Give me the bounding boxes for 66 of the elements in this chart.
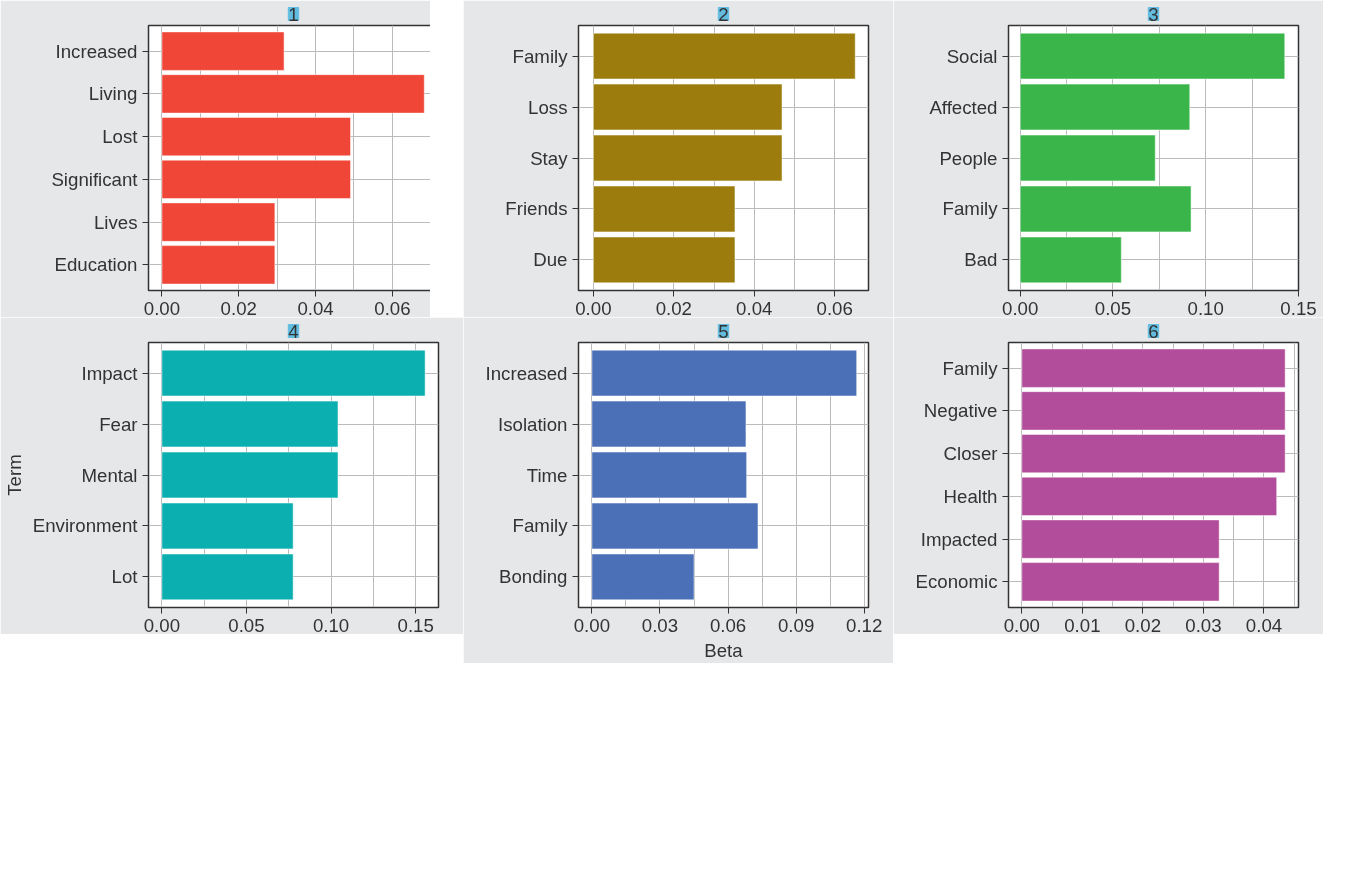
x-tick-label: 0.01 — [1064, 614, 1101, 636]
y-tick-label: Education — [54, 254, 138, 276]
y-tick-label: Stay — [530, 147, 569, 169]
x-tick-label: 0.04 — [1245, 614, 1283, 636]
y-tick-label: Increased — [55, 40, 138, 62]
y-tick-label: Environment — [32, 515, 139, 537]
y-tick-label: Bad — [964, 249, 998, 271]
y-tick-label: Family — [942, 198, 999, 220]
chart-title: 5 — [718, 320, 729, 342]
x-tick-label: 0.03 — [1185, 614, 1222, 636]
x-tick-label: 0.15 — [397, 614, 434, 636]
y-tick-label: Affected — [929, 96, 998, 118]
y-tick-label: Social — [946, 45, 998, 67]
x-tick-label: 0.03 — [641, 614, 679, 636]
x-tick-label: 0.00 — [1002, 297, 1039, 319]
chart-title: 2 — [718, 3, 729, 25]
x-tick-label: 0.06 — [816, 297, 853, 319]
y-tick-label: Loss — [528, 96, 568, 118]
x-tick-label: 0.00 — [1003, 614, 1040, 636]
x-tick-label: 0.15 — [1280, 297, 1317, 319]
x-axis-title: Beta — [704, 639, 744, 661]
y-tick-label: Lives — [93, 211, 138, 233]
x-tick-label: 0.00 — [143, 297, 181, 319]
x-tick-label: 0.00 — [573, 614, 611, 636]
x-tick-label: 0.00 — [575, 297, 612, 319]
y-tick-label: Economic — [915, 571, 998, 593]
x-tick-label: 0.06 — [709, 614, 747, 636]
y-axis-title: Term — [3, 454, 25, 496]
y-tick-label: Significant — [51, 168, 139, 190]
y-tick-label: Living — [88, 83, 138, 105]
y-tick-label: People — [939, 147, 998, 169]
y-tick-label: Closer — [943, 443, 998, 465]
y-tick-label: Family — [512, 515, 569, 537]
y-tick-label: Lost — [102, 126, 139, 148]
chart-title: 6 — [1148, 320, 1159, 342]
y-tick-label: Negative — [923, 400, 998, 422]
y-tick-label: Lot — [111, 566, 139, 588]
x-tick-label: 0.04 — [297, 297, 334, 319]
x-tick-label: 0.05 — [1094, 297, 1132, 319]
chart-title: 3 — [1148, 3, 1159, 25]
y-tick-label: Increased — [485, 362, 568, 384]
y-tick-label: Health — [943, 485, 998, 507]
x-tick-label: 0.02 — [220, 297, 257, 319]
y-tick-label: Family — [512, 45, 569, 67]
y-tick-label: Bonding — [499, 566, 568, 588]
x-tick-label: 0.00 — [143, 614, 181, 636]
x-tick-label: 0.10 — [312, 614, 350, 636]
y-tick-label: Family — [942, 357, 999, 379]
y-tick-label: Fear — [99, 413, 138, 435]
y-tick-label: Friends — [505, 198, 568, 220]
x-tick-label: 0.09 — [777, 614, 815, 636]
chart-title: 1 — [288, 3, 299, 25]
x-tick-label: 0.06 — [374, 297, 411, 319]
y-tick-label: Time — [526, 464, 568, 486]
x-tick-label: 0.02 — [655, 297, 692, 319]
y-tick-label: Due — [533, 249, 568, 271]
x-tick-label: 0.05 — [228, 614, 265, 636]
y-tick-label: Mental — [81, 464, 138, 486]
x-tick-label: 0.02 — [1124, 614, 1162, 636]
chart-title: 4 — [288, 320, 299, 342]
y-tick-label: Impacted — [920, 528, 998, 550]
x-tick-label: 0.12 — [846, 614, 883, 636]
y-tick-label: Impact — [81, 362, 139, 384]
y-tick-label: Isolation — [498, 413, 568, 435]
x-tick-label: 0.10 — [1187, 297, 1224, 319]
x-tick-label: 0.04 — [736, 297, 773, 319]
